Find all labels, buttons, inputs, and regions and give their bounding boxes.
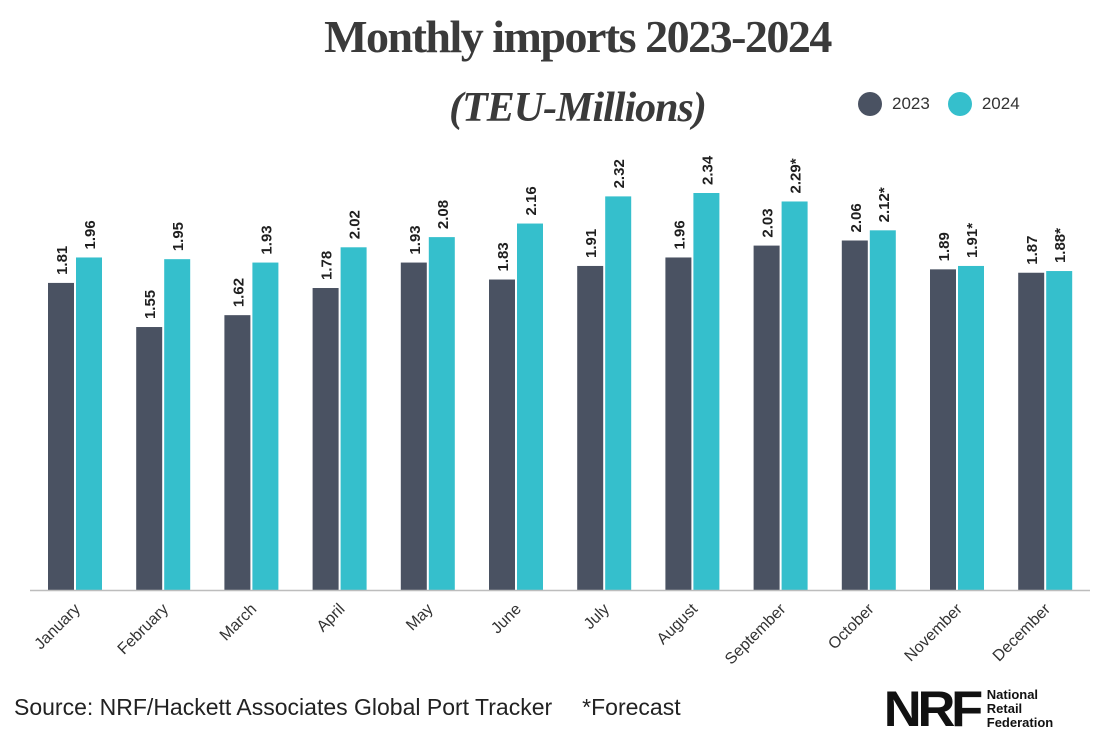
data-label-2023-april: 1.78 [319,251,336,280]
data-label-2023-september: 2.03 [760,208,777,237]
legend-label-2023: 2023 [892,94,930,113]
bar-2023-april [312,288,339,590]
data-label-2024-december: 1.88* [1052,228,1069,263]
nrf-logo-line-1: National [986,687,1039,702]
bar-chart: 1.81 1.96 January 1.55 1.95 February 1.62 1.93 M… [30,155,1090,668]
x-tick-label-july: July [581,601,613,633]
source-text: Source: NRF/Hackett Associates Global Po… [14,694,553,720]
data-label-2023-may: 1.93 [407,225,424,254]
data-label-2024-january: 1.96 [82,220,99,249]
bar-2024-july [605,196,632,590]
data-label-2024-july: 2.32 [611,159,628,188]
x-tick-label-august: August [654,600,702,648]
bar-2024-august [693,193,720,590]
legend-swatch-2023 [858,92,882,116]
bar-2023-may [400,262,427,590]
bar-2023-june [489,279,515,590]
bar-2023-august [665,257,692,590]
x-tick-label-april: April [314,601,349,636]
data-label-2024-june: 2.16 [523,186,540,215]
bar-2023-september [753,245,780,591]
nrf-logo-text: National Retail Federation [987,688,1053,730]
x-tick-label-june: June [488,601,525,638]
data-label-2024-november: 1.91* [964,223,981,258]
x-tick-label-november: November [902,600,967,665]
data-label-2023-january: 1.81 [54,246,71,275]
data-label-2023-december: 1.87 [1024,236,1041,265]
legend-swatch-2024 [947,92,972,116]
bar-2024-december [1046,271,1073,590]
data-label-2023-august: 1.96 [671,220,688,249]
bar-2024-march [252,262,279,590]
chart-legend: 2023 2024 [858,92,1038,116]
bar-2023-february [136,327,163,590]
bar-2024-january [76,257,102,590]
data-label-2023-july: 1.91 [583,229,600,258]
nrf-logo-line-3: Federation [986,715,1054,730]
x-tick-label-may: May [403,601,436,634]
bar-2024-june [517,223,543,591]
bar-2024-september [781,201,808,590]
forecast-note: *Forecast [582,694,681,720]
data-label-2023-march: 1.62 [230,278,247,307]
bar-2023-march [224,315,251,590]
chart-title: Monthly imports 2023-2024 [324,11,832,62]
x-tick-label-march: March [217,601,260,644]
x-tick-label-september: September [722,600,790,668]
data-label-2024-march: 1.93 [258,225,275,254]
bar-2023-october [841,240,868,590]
data-label-2023-february: 1.55 [142,290,159,319]
bar-2023-november [930,269,956,590]
data-label-2023-june: 1.83 [495,242,512,271]
bar-2023-january [48,282,74,590]
bar-2024-october [869,230,896,591]
legend-label-2024: 2024 [981,94,1020,113]
data-label-2023-october: 2.06 [848,203,865,232]
data-label-2024-october: 2.12* [876,187,893,222]
nrf-logo-line-2: Retail [986,701,1023,716]
source-note: Source: NRF/Hackett Associates Global Po… [14,694,681,721]
data-label-2024-august: 2.34 [699,155,716,185]
legend-item-2024: 2024 [947,92,1020,116]
x-tick-label-february: February [115,601,172,658]
chart-subtitle: (TEU-Millions) [449,85,707,131]
data-label-2024-september: 2.29* [788,158,805,193]
data-label-2024-february: 1.95 [170,222,187,251]
nrf-logo-mark: NRF [883,681,983,737]
bar-2024-may [428,237,455,590]
x-tick-label-january: January [32,601,84,653]
legend-item-2023: 2023 [858,92,930,116]
data-label-2023-november: 1.89 [936,232,953,261]
x-tick-label-december: December [990,600,1055,665]
bar-2023-july [577,265,604,590]
bar-2023-december [1018,272,1045,590]
bar-2024-november [958,265,984,590]
data-label-2024-april: 2.02 [347,210,364,239]
nrf-logo: NRF National Retail Federation [883,681,1054,737]
x-tick-label-october: October [825,600,878,653]
data-label-2024-may: 2.08 [435,200,452,229]
bar-2024-april [340,247,367,591]
bar-2024-february [164,259,191,590]
